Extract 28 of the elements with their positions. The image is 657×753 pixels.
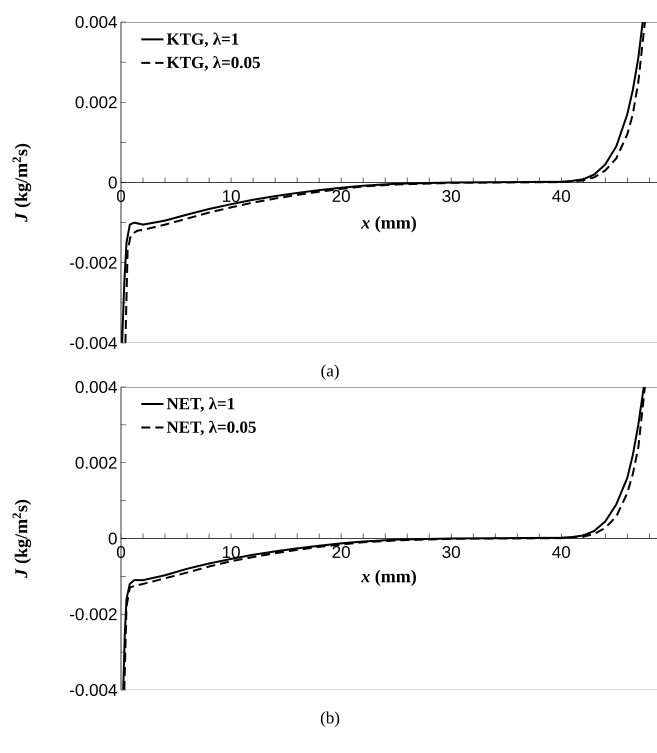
- x-tick-label: 40: [552, 546, 570, 558]
- y-tick-label: -0.004: [70, 684, 117, 696]
- x-tick-label: 10: [222, 190, 240, 202]
- text: (a): [321, 364, 339, 380]
- y-tick-label: 0: [108, 176, 117, 189]
- x-tick-label: 30: [442, 546, 460, 558]
- y-axis-title: J (kg/m$^{2}$s): [12, 144, 31, 222]
- x-axis-title: x (mm): [360, 216, 416, 232]
- y-tick-label: 0.004: [75, 16, 117, 28]
- y-tick-label: 0.004: [75, 380, 117, 394]
- y-tick-label: -0.002: [70, 608, 116, 620]
- x-tick-label: 30: [442, 190, 460, 202]
- y-axis-title: J (kg/m$^{2}$s): [12, 500, 31, 578]
- x-tick-label: 10: [222, 546, 240, 558]
- x-tick-label: 20: [332, 546, 350, 558]
- legend-label: KTG, λ=1: [166, 32, 238, 48]
- legend-label: NET, λ=0.05: [166, 420, 256, 436]
- x-tick-label: 20: [332, 190, 350, 202]
- legend-label: NET, λ=1: [166, 397, 234, 412]
- text: (b): [320, 712, 340, 727]
- legend-label: KTG, λ=0.05: [166, 56, 260, 71]
- y-tick-label: 0.002: [75, 456, 116, 469]
- y-tick-label: -0.004: [70, 336, 117, 350]
- y-tick-label: -0.002: [70, 256, 116, 269]
- y-tick-label: 0.002: [75, 96, 116, 108]
- y-tick-label: 0: [108, 532, 117, 545]
- x-tick-label: 40: [552, 190, 570, 202]
- x-axis-title: x (mm): [360, 570, 416, 586]
